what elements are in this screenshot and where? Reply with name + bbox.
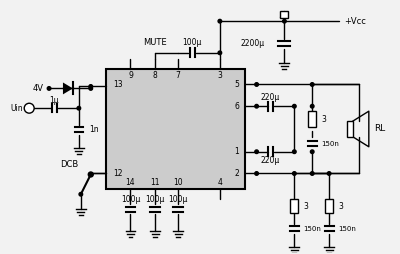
Bar	[106, 69, 245, 189]
Text: 220μ: 220μ	[261, 156, 280, 165]
Bar	[325, 199, 333, 213]
Text: 8: 8	[153, 71, 158, 80]
Circle shape	[89, 173, 92, 176]
Text: 220μ: 220μ	[261, 93, 280, 102]
Text: 2: 2	[234, 169, 239, 178]
Text: 3: 3	[321, 115, 326, 124]
Bar	[308, 111, 316, 127]
Text: MUTE: MUTE	[144, 38, 167, 47]
Text: 7: 7	[176, 71, 180, 80]
Circle shape	[255, 104, 258, 108]
Text: 1: 1	[234, 147, 239, 156]
Circle shape	[327, 172, 331, 175]
Bar	[290, 199, 298, 213]
Circle shape	[310, 83, 314, 86]
Circle shape	[24, 103, 34, 113]
Circle shape	[88, 172, 93, 177]
Text: 3: 3	[218, 71, 222, 80]
Bar	[347, 121, 353, 137]
Circle shape	[292, 172, 296, 175]
Circle shape	[292, 150, 296, 153]
Circle shape	[310, 150, 314, 153]
Text: 2200μ: 2200μ	[240, 39, 264, 49]
Circle shape	[292, 104, 296, 108]
Circle shape	[79, 193, 83, 196]
Text: 100μ: 100μ	[146, 195, 165, 204]
Text: 4: 4	[218, 178, 222, 187]
Circle shape	[255, 150, 258, 153]
Text: 1μ: 1μ	[49, 96, 59, 105]
Circle shape	[218, 51, 222, 55]
Text: DCB: DCB	[60, 160, 78, 169]
Circle shape	[255, 172, 258, 175]
Text: RL: RL	[374, 124, 385, 134]
Circle shape	[310, 104, 314, 108]
Text: Uin: Uin	[11, 104, 23, 113]
Circle shape	[283, 19, 286, 23]
Text: 100μ: 100μ	[182, 38, 202, 47]
Circle shape	[77, 106, 81, 110]
Circle shape	[218, 19, 222, 23]
Text: 3: 3	[303, 202, 308, 211]
Bar	[280, 11, 288, 18]
Text: 12: 12	[113, 169, 122, 178]
Circle shape	[89, 87, 92, 90]
Text: 100μ: 100μ	[168, 195, 188, 204]
Text: 100μ: 100μ	[121, 195, 140, 204]
Text: 4V: 4V	[33, 84, 44, 93]
Circle shape	[255, 83, 258, 86]
Text: 11: 11	[150, 178, 160, 187]
Text: 9: 9	[128, 71, 133, 80]
Text: 150n: 150n	[321, 141, 339, 147]
Circle shape	[47, 87, 51, 90]
Circle shape	[310, 172, 314, 175]
Text: 14: 14	[126, 178, 135, 187]
Text: 3: 3	[338, 202, 343, 211]
Text: 1n: 1n	[89, 125, 98, 134]
Text: 10: 10	[173, 178, 183, 187]
Polygon shape	[63, 83, 73, 94]
Text: 6: 6	[234, 102, 239, 111]
Text: 150n: 150n	[338, 226, 356, 232]
Text: 13: 13	[113, 80, 122, 89]
Circle shape	[89, 85, 92, 88]
Text: 150n: 150n	[303, 226, 321, 232]
Text: +Vcc: +Vcc	[344, 17, 366, 26]
Text: 5: 5	[234, 80, 239, 89]
